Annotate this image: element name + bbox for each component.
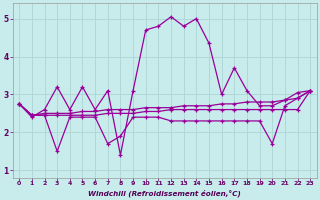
- X-axis label: Windchill (Refroidissement éolien,°C): Windchill (Refroidissement éolien,°C): [88, 189, 241, 197]
